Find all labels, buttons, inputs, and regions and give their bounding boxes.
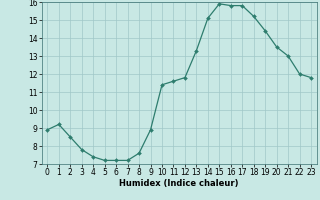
X-axis label: Humidex (Indice chaleur): Humidex (Indice chaleur) bbox=[119, 179, 239, 188]
